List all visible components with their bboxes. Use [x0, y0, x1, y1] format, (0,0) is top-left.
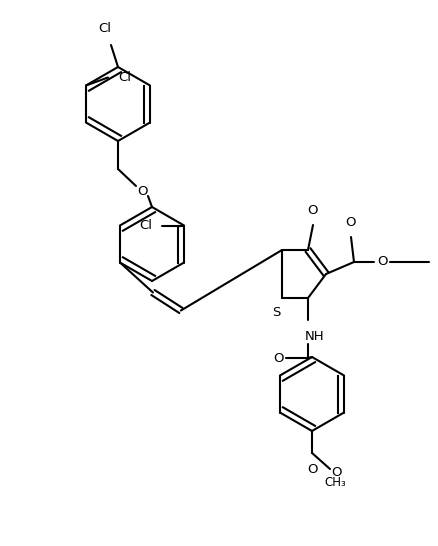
Text: O: O: [273, 352, 283, 365]
Text: Cl: Cl: [139, 219, 152, 232]
Text: O: O: [377, 256, 387, 269]
Text: Cl: Cl: [118, 71, 131, 84]
Text: O: O: [332, 466, 342, 479]
Text: CH₃: CH₃: [324, 477, 346, 490]
Text: Cl: Cl: [99, 22, 112, 35]
Text: S: S: [272, 306, 280, 319]
Text: O: O: [308, 204, 318, 217]
Text: O: O: [346, 216, 356, 229]
Text: O: O: [138, 185, 148, 198]
Text: O: O: [307, 463, 317, 476]
Text: NH: NH: [305, 330, 325, 343]
